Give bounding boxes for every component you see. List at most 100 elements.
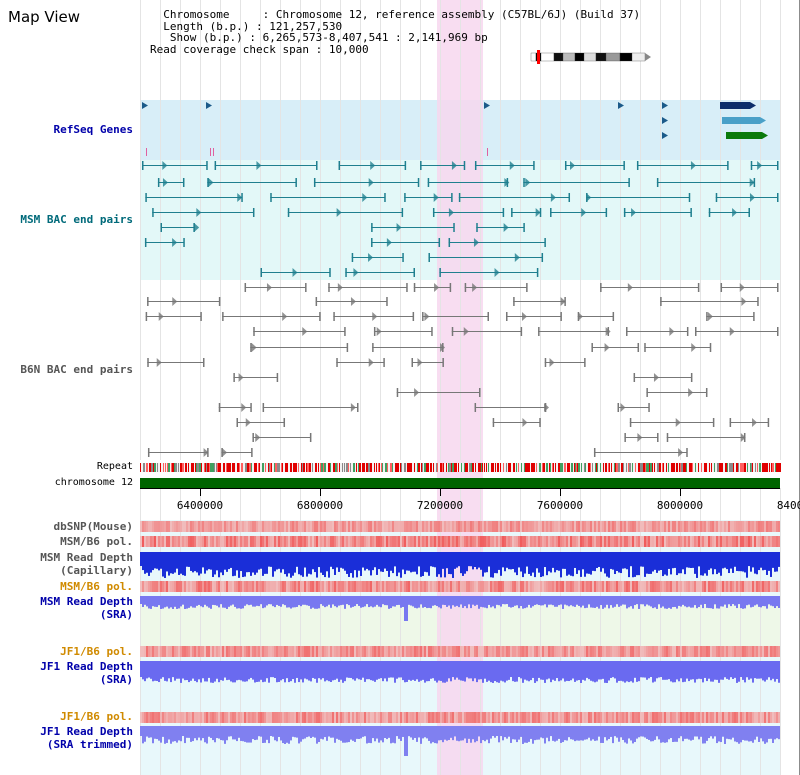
- msm-depth-sra: [314, 596, 316, 609]
- jf1-b6-pol-heat: [672, 646, 674, 657]
- jf1-depth-trimmed: [466, 726, 468, 743]
- jf1-b6-pol-heat-2: [308, 712, 310, 723]
- msm-depth-sra: [668, 596, 670, 608]
- msm-b6-pol-heat-2: [602, 581, 604, 592]
- msm-depth-capillary: [282, 552, 284, 570]
- dbsnp-heat: [736, 521, 738, 532]
- msm-b6-pol-heat-2: [462, 581, 464, 592]
- msm-b6-pol-heat: [526, 536, 528, 547]
- msm-depth-sra: [572, 596, 574, 607]
- jf1-depth-trimmed: [226, 726, 228, 741]
- msm-b6-pol-heat: [598, 536, 600, 547]
- dbsnp-heat: [600, 521, 602, 532]
- dbsnp-heat: [492, 521, 494, 532]
- jf1-b6-pol-heat-2: [638, 712, 640, 723]
- jf1-depth-sra: [634, 661, 636, 678]
- jf1-depth-trimmed: [238, 726, 240, 738]
- b6n-bac-pair-mark: [172, 297, 178, 306]
- msm-b6-pol-heat: [368, 536, 370, 547]
- msm-bac-pair-mark: [570, 161, 576, 170]
- repeat-mark: [454, 463, 455, 472]
- jf1-b6-pol-heat-2: [758, 712, 760, 723]
- jf1-depth-sra: [554, 661, 556, 681]
- dbsnp-heat: [676, 521, 678, 532]
- b6n-bac-pair-end: [305, 283, 307, 292]
- jf1-b6-pol-heat: [240, 646, 242, 657]
- msm-depth-capillary: [288, 552, 290, 574]
- msm-b6-pol-heat: [620, 536, 622, 547]
- jf1-depth-sra: [450, 661, 452, 682]
- msm-depth-capillary: [298, 552, 300, 575]
- msm-b6-pol-heat: [710, 536, 712, 547]
- jf1-depth-trimmed: [446, 726, 448, 741]
- repeat-mark: [539, 463, 541, 472]
- jf1-b6-pol-heat-2: [182, 712, 184, 723]
- msm-depth-sra: [580, 596, 582, 608]
- msm-b6-pol-heat-2: [272, 581, 274, 592]
- msm-depth-sra: [568, 596, 570, 607]
- msm-b6-pol-heat: [392, 536, 394, 547]
- jf1-depth-sra: [216, 661, 218, 679]
- msm-depth-sra: [680, 596, 682, 607]
- msm-b6-pol-heat-2: [650, 581, 652, 592]
- jf1-depth-sra: [354, 661, 356, 681]
- msm-b6-pol-heat: [420, 536, 422, 547]
- dbsnp-heat: [424, 521, 426, 532]
- msm-depth-capillary: [542, 552, 544, 577]
- jf1-depth-trimmed: [490, 726, 492, 739]
- jf1-depth-sra: [172, 661, 174, 678]
- jf1-depth-sra: [690, 661, 692, 680]
- jf1-b6-pol-heat: [346, 646, 348, 657]
- repeat-mark: [560, 463, 562, 472]
- jf1-depth-trimmed: [736, 726, 738, 743]
- jf1-depth-sra: [228, 661, 230, 680]
- jf1-b6-pol-heat: [448, 646, 450, 657]
- msm-depth-capillary: [582, 552, 584, 570]
- jf1-b6-pol-heat: [232, 646, 234, 657]
- length-value: 121,257,530: [269, 19, 343, 33]
- jf1-b6-pol-heat-2: [540, 712, 542, 723]
- dbsnp-heat: [644, 521, 646, 532]
- dbsnp-heat: [674, 521, 676, 532]
- msm-depth-sra: [652, 596, 654, 609]
- repeat-mark: [366, 463, 368, 472]
- msm-b6-pol-heat: [458, 536, 460, 547]
- jf1-depth-sra: [698, 661, 700, 679]
- msm-depth-capillary: [268, 552, 270, 567]
- msm-b6-pol-heat: [290, 536, 292, 547]
- msm-depth-sra: [234, 596, 236, 607]
- dbsnp-heat: [216, 521, 218, 532]
- msm-depth-sra: [186, 596, 188, 609]
- msm-b6-pol-heat: [778, 536, 780, 547]
- repeat-mark: [428, 463, 429, 472]
- track-label-msm-b6-pol: MSM/B6 pol.: [60, 535, 133, 548]
- b6n-bac-pair-end: [147, 358, 149, 367]
- jf1-b6-pol-heat-2: [484, 712, 486, 723]
- dbsnp-heat: [410, 521, 412, 532]
- msm-depth-capillary: [538, 552, 540, 573]
- jf1-depth-trimmed: [584, 726, 586, 740]
- msm-b6-pol-heat-2: [764, 581, 766, 592]
- jf1-depth-trimmed: [682, 726, 684, 742]
- msm-depth-capillary: [718, 552, 720, 573]
- jf1-b6-pol-heat: [382, 646, 384, 657]
- msm-depth-capillary: [710, 552, 712, 569]
- jf1-b6-pol-heat-2: [550, 712, 552, 723]
- jf1-depth-sra: [444, 661, 446, 683]
- jf1-depth-sra: [166, 661, 168, 682]
- jf1-b6-pol-heat-2: [772, 712, 774, 723]
- msm-depth-capillary: [512, 552, 514, 570]
- dbsnp-heat: [348, 521, 350, 532]
- msm-b6-pol-heat: [622, 536, 624, 547]
- msm-depth-sra: [730, 596, 732, 607]
- jf1-b6-pol-heat: [420, 646, 422, 657]
- jf1-b6-pol-heat: [704, 646, 706, 657]
- jf1-depth-trimmed: [240, 726, 242, 741]
- dbsnp-heat: [306, 521, 308, 532]
- b6n-bac-pair-mark: [752, 418, 758, 427]
- repeat-mark: [614, 463, 615, 472]
- msm-depth-sra: [298, 596, 300, 606]
- jf1-b6-pol-heat-2: [274, 712, 276, 723]
- msm-b6-pol-heat: [156, 536, 158, 547]
